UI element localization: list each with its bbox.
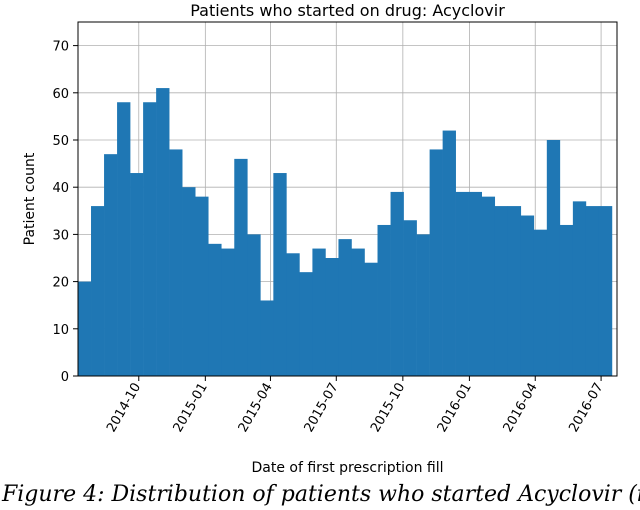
x-tick-label: 2014-10 xyxy=(104,381,144,436)
x-tick-label: 2015-04 xyxy=(236,381,276,436)
y-tick-label: 70 xyxy=(52,40,69,55)
bar xyxy=(312,248,326,376)
bar xyxy=(351,248,365,376)
x-tick-label: 2016-07 xyxy=(566,381,606,436)
bar xyxy=(156,88,170,376)
bar xyxy=(520,215,535,376)
y-tick-label: 60 xyxy=(52,87,69,102)
bar xyxy=(286,253,300,376)
y-tick-label: 0 xyxy=(61,370,69,385)
bar xyxy=(455,191,469,376)
bar xyxy=(78,281,92,376)
bar xyxy=(221,248,235,376)
chart-title: Patients who started on drug: Acyclovir xyxy=(190,1,505,20)
bar xyxy=(559,224,574,376)
bar xyxy=(208,243,222,376)
x-tick-label: 2016-04 xyxy=(501,381,541,436)
y-axis-ticks: 0 10 20 30 40 50 60 70 xyxy=(52,40,78,385)
bar xyxy=(169,149,183,376)
y-tick-label: 30 xyxy=(52,228,69,243)
bar xyxy=(468,191,482,376)
bar xyxy=(585,206,600,376)
x-axis-title: Date of first prescription fill xyxy=(251,460,443,476)
bar xyxy=(364,262,378,376)
bar xyxy=(234,158,248,376)
bar xyxy=(429,149,443,376)
bar xyxy=(104,154,118,376)
bar xyxy=(130,173,144,376)
bar xyxy=(494,206,509,376)
bar xyxy=(338,239,352,376)
bar xyxy=(390,191,404,376)
y-tick-label: 50 xyxy=(52,134,69,149)
plot-frame xyxy=(77,21,618,377)
x-tick-label: 2015-07 xyxy=(302,381,342,436)
y-tick-label: 10 xyxy=(52,323,69,338)
bar xyxy=(546,140,561,376)
bar xyxy=(507,206,522,376)
bar xyxy=(533,229,548,376)
bar xyxy=(481,196,496,376)
y-tick-label: 20 xyxy=(52,276,69,291)
bar xyxy=(377,224,391,376)
bars xyxy=(78,88,613,377)
x-tick-label: 2015-01 xyxy=(171,381,211,436)
bar xyxy=(247,234,261,376)
bar xyxy=(299,272,313,376)
bar xyxy=(91,206,105,376)
bar xyxy=(195,196,209,376)
bar xyxy=(273,173,287,376)
bar xyxy=(416,234,430,376)
bar xyxy=(143,102,157,377)
x-axis-ticks: 2014-10 2015-01 2015-04 2015-07 2015-10 2016-… xyxy=(104,376,607,436)
bar xyxy=(325,258,339,376)
x-tick-label: 2016-01 xyxy=(435,381,475,436)
y-tick-label: 40 xyxy=(52,181,69,196)
bar xyxy=(598,206,613,376)
bar xyxy=(117,102,131,377)
bar xyxy=(403,220,417,376)
y-axis-title: Patient count xyxy=(22,152,38,245)
bar xyxy=(260,300,274,376)
x-tick-label: 2015-10 xyxy=(368,381,408,436)
figure-caption: Figure 4: Distribution of patients who s… xyxy=(2,482,640,507)
bar xyxy=(572,201,587,376)
bar xyxy=(442,130,456,376)
bar xyxy=(182,187,196,376)
